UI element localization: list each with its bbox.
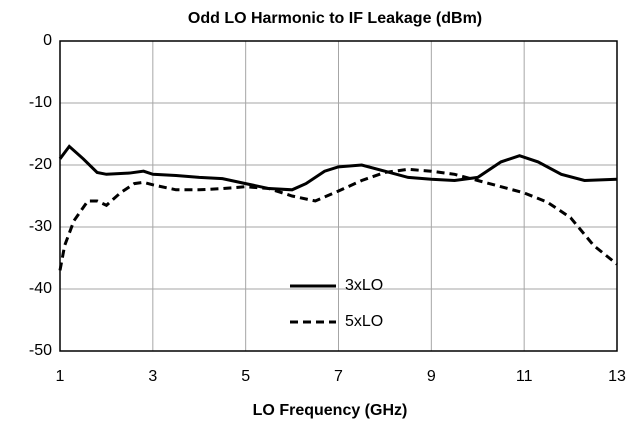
x-tick-label: 11: [516, 368, 533, 385]
x-tick-label: 3: [148, 368, 157, 385]
y-tick-label: -40: [29, 280, 52, 297]
x-tick-label: 5: [241, 368, 250, 385]
line-series: [58, 167, 618, 271]
y-tick-label: -20: [29, 156, 52, 173]
y-tick-label: -50: [29, 342, 52, 359]
y-tick-label: -30: [29, 218, 52, 235]
x-tick-label: 13: [608, 368, 626, 385]
plot-frame: [59, 40, 618, 352]
legend-label: 5xLO: [345, 313, 383, 330]
x-tick-label: 1: [56, 368, 65, 385]
legend-label: 3xLO: [345, 277, 383, 294]
x-tick-label: 9: [427, 368, 436, 385]
line-series: [58, 144, 618, 192]
y-tick-label: 0: [43, 32, 52, 49]
x-tick-label: 7: [334, 368, 343, 385]
y-tick-label: -10: [29, 94, 52, 111]
x-axis-label: LO Frequency (GHz): [253, 402, 408, 419]
chart-title: Odd LO Harmonic to IF Leakage (dBm): [188, 10, 482, 27]
